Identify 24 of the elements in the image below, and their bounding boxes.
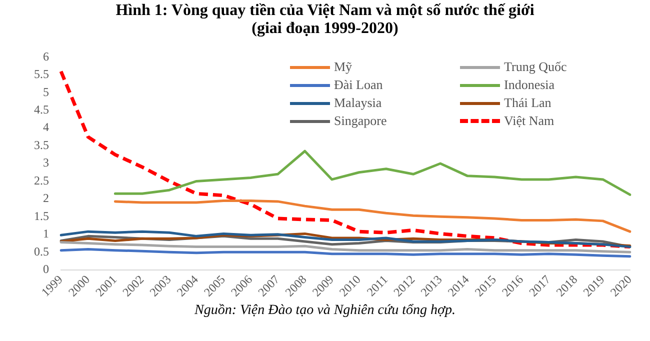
- legend-label: Thái Lan: [504, 95, 552, 112]
- y-tick-label: 2: [43, 191, 49, 206]
- legend-label: Trung Quốc: [504, 59, 567, 76]
- legend-label: Mỹ: [334, 59, 352, 76]
- y-tick-label: 3: [43, 156, 49, 170]
- legend-label: Malaysia: [334, 95, 382, 112]
- y-tick-label: 0: [43, 262, 49, 276]
- y-tick-label: 2.5: [34, 173, 49, 188]
- y-tick-label: 3.5: [34, 138, 49, 152]
- y-tick-label: 1.5: [34, 208, 49, 223]
- legend-label: Đài Loan: [334, 77, 383, 94]
- legend-label: Việt Nam: [504, 113, 554, 130]
- y-tick-label: 5.5: [34, 67, 49, 82]
- y-tick-label: 4: [43, 120, 49, 134]
- y-tick-label: 0.5: [34, 244, 49, 258]
- y-tick-label: 6: [43, 49, 49, 64]
- y-tick-label: 1: [43, 226, 49, 241]
- legend-label: Indonesia: [504, 77, 555, 94]
- y-tick-label: 5: [43, 84, 49, 99]
- chart-title: Hình 1: Vòng quay tiền của Việt Nam và một số nước thế giới: [114, 1, 536, 20]
- y-tick-label: 4.5: [34, 102, 49, 117]
- legend-label: Singapore: [334, 113, 387, 130]
- text: Nguồn: Viện Đào tạo và Nghiên cứu tổng hợp.: [194, 303, 456, 319]
- chart-subtitle: (giai đoạn 1999-2020): [250, 20, 400, 38]
